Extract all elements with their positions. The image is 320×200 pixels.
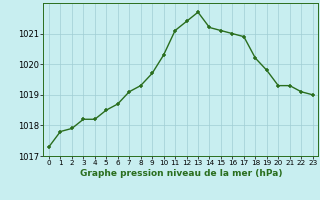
- X-axis label: Graphe pression niveau de la mer (hPa): Graphe pression niveau de la mer (hPa): [80, 169, 282, 178]
